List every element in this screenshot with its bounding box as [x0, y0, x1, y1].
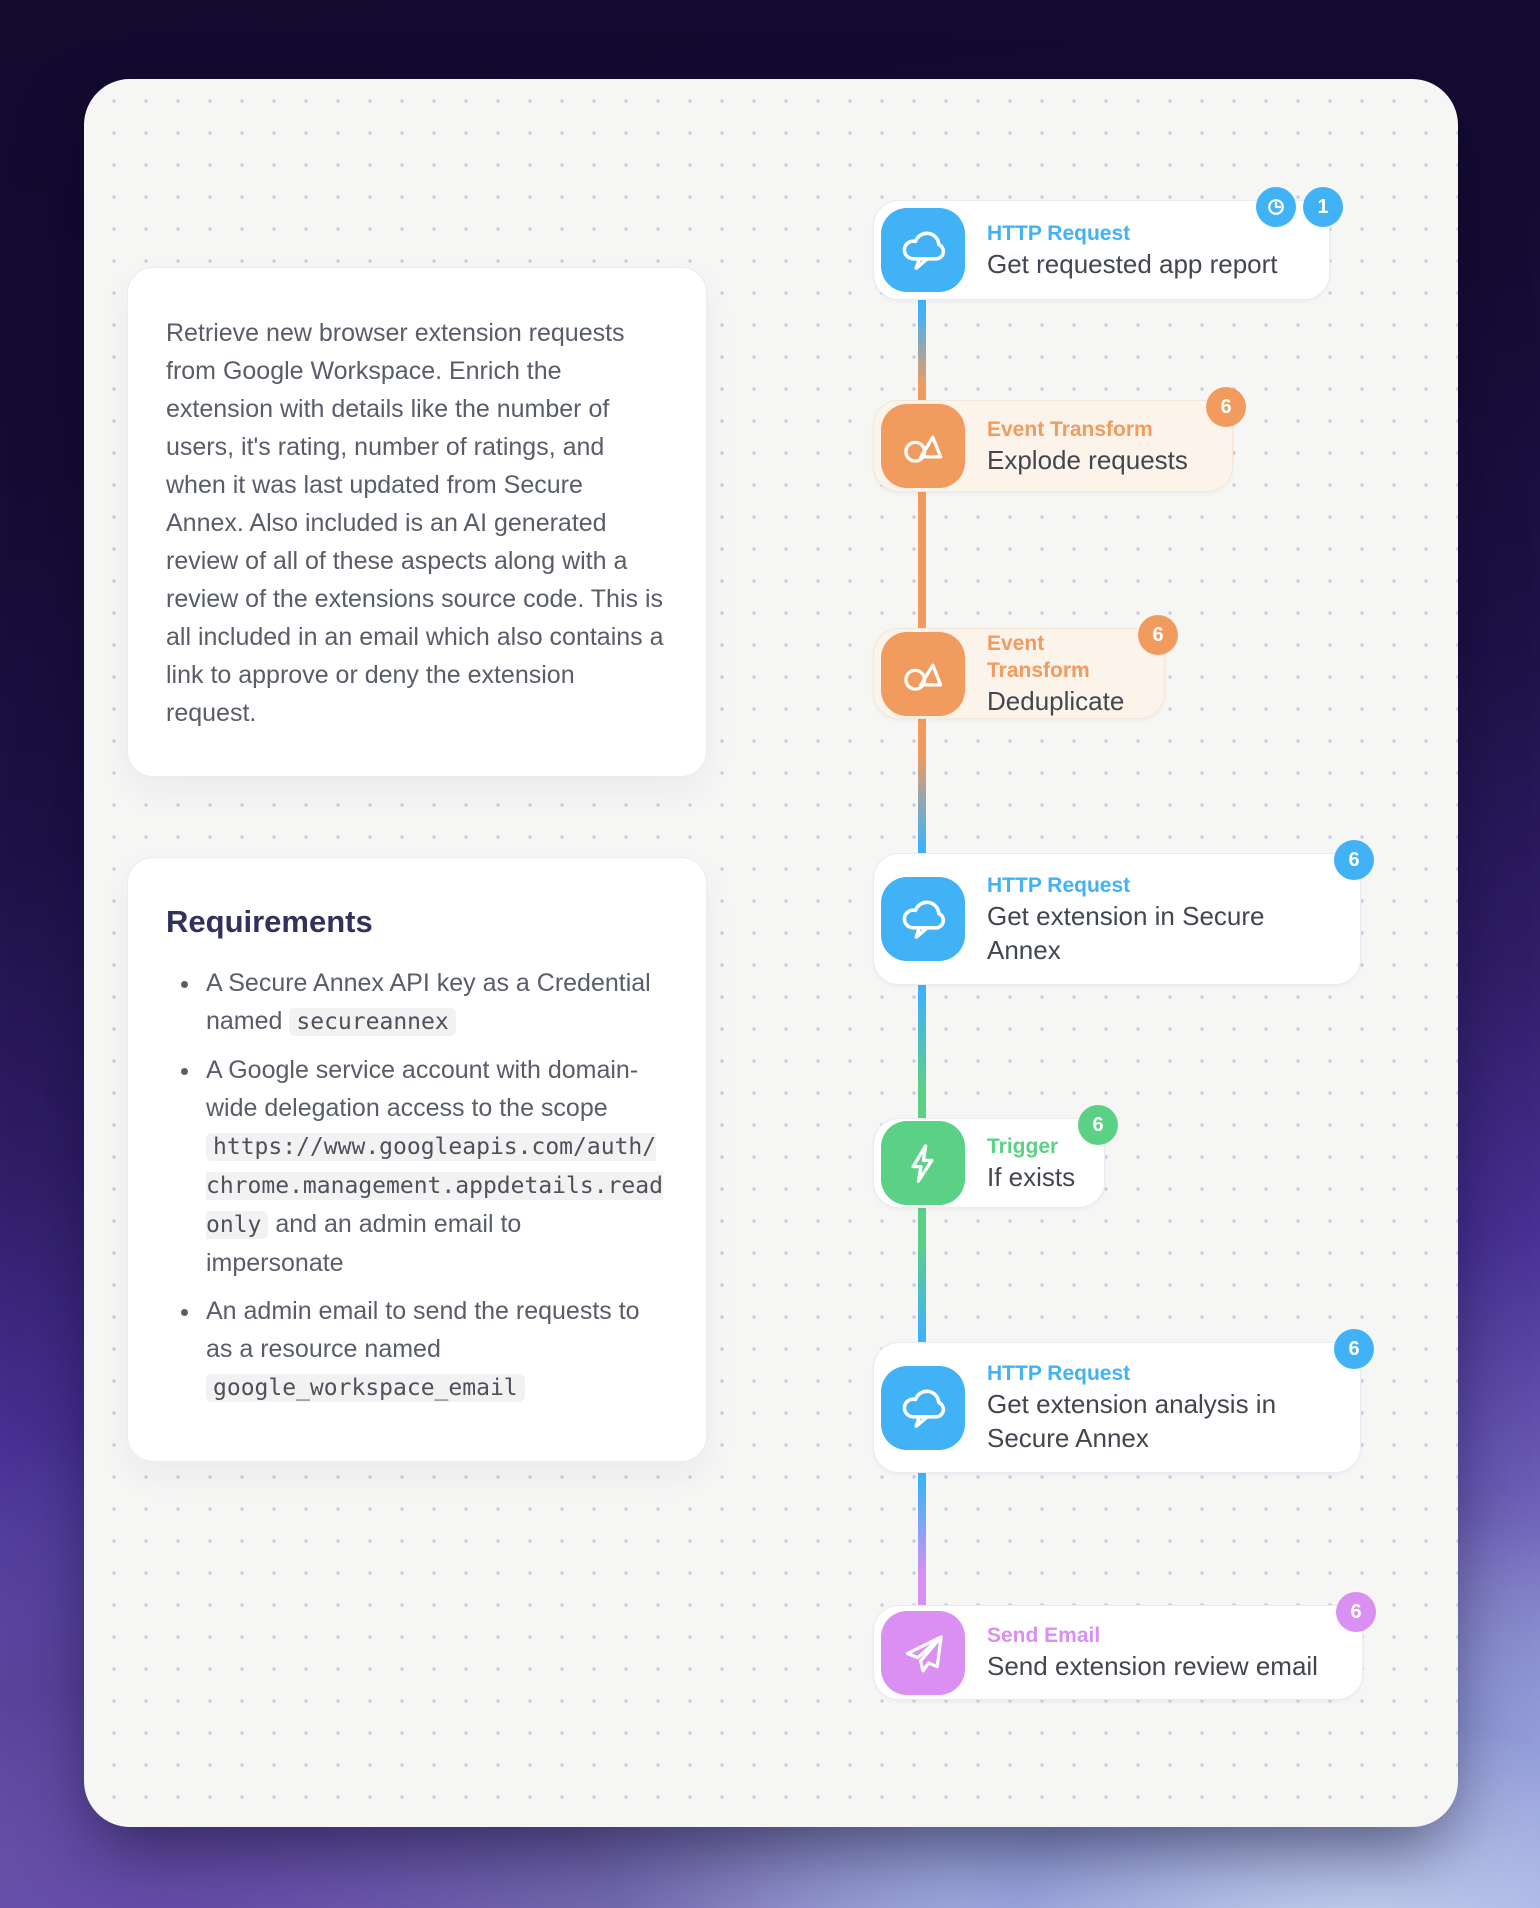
connector-line	[918, 919, 926, 1167]
connector-line	[918, 446, 926, 677]
node-title: Explode requests	[987, 444, 1188, 475]
connector-line	[918, 673, 926, 923]
node-type-label: Event Transform	[987, 631, 1090, 682]
node-get-requested-app-report[interactable]: HTTP Request Get requested app report 1	[873, 187, 1343, 300]
node-get-extension-in-secure-annex[interactable]: HTTP Request Get extension in Secure Ann…	[873, 840, 1374, 985]
node-deduplicate[interactable]: Event Transform Deduplicate 6	[873, 615, 1178, 719]
event-count-badge[interactable]: 1	[1303, 187, 1343, 227]
node-type-label: HTTP Request	[987, 873, 1131, 897]
workflow-board: Retrieve new browser extension requests …	[84, 79, 1458, 1827]
schedule-clock-icon	[1256, 187, 1296, 227]
event-transform-icon	[881, 631, 965, 716]
node-type-label: HTTP Request	[987, 1362, 1131, 1385]
requirements-list: A Secure Annex API key as a Credential n…	[166, 964, 664, 1407]
node-title: Get extension analysis in Secure Annex	[987, 1389, 1277, 1453]
story-description-card: Retrieve new browser extension requests …	[127, 267, 707, 777]
node-type-label: Trigger	[987, 1134, 1059, 1158]
node-title: Get requested app report	[987, 248, 1278, 279]
send-email-icon	[881, 1610, 965, 1695]
requirements-title: Requirements	[166, 904, 373, 939]
event-count-badge[interactable]: 6	[1334, 840, 1374, 880]
http-request-icon	[881, 208, 965, 292]
node-if-exists[interactable]: Trigger If exists 6	[873, 1105, 1118, 1208]
node-title: Send extension review email	[987, 1651, 1318, 1681]
node-type-label: HTTP Request	[987, 221, 1131, 245]
story-description-text: Retrieve new browser extension requests …	[166, 319, 664, 727]
http-request-icon	[881, 1365, 965, 1450]
event-count-badge[interactable]: 6	[1206, 387, 1246, 427]
http-request-icon	[881, 877, 965, 961]
trigger-lightning-icon	[881, 1121, 965, 1205]
requirement-item: An admin email to send the requests to a…	[202, 1292, 664, 1407]
requirement-item: A Secure Annex API key as a Credential n…	[202, 964, 664, 1041]
node-type-label: Send Email	[987, 1624, 1101, 1647]
code-chip-workspace-email: google_workspace_email	[206, 1374, 525, 1402]
event-count-badge[interactable]: 6	[1334, 1329, 1374, 1369]
requirement-item: A Google service account with domain-wid…	[202, 1051, 664, 1282]
connector-line	[918, 1407, 926, 1656]
event-count-badge[interactable]: 6	[1078, 1105, 1118, 1145]
node-type-label: Event Transform	[987, 417, 1153, 441]
connector-line	[918, 1163, 926, 1411]
node-explode-requests[interactable]: Event Transform Explode requests 6	[873, 387, 1246, 492]
node-title: Get extension in Secure Annex	[987, 900, 1265, 965]
connector-line	[918, 250, 926, 450]
requirements-card: Requirements A Secure Annex API key as a…	[127, 857, 707, 1462]
code-chip-secureannex: secureannex	[289, 1008, 456, 1036]
node-title: Deduplicate	[987, 685, 1125, 716]
event-count-badge[interactable]: 6	[1138, 615, 1178, 655]
event-transform-icon	[881, 404, 965, 488]
node-send-extension-review-email[interactable]: Send Email Send extension review email 6	[873, 1592, 1376, 1700]
event-count-badge[interactable]: 6	[1336, 1592, 1376, 1632]
node-get-extension-analysis[interactable]: HTTP Request Get extension analysis in S…	[873, 1329, 1374, 1473]
node-title: If exists	[987, 1161, 1076, 1192]
